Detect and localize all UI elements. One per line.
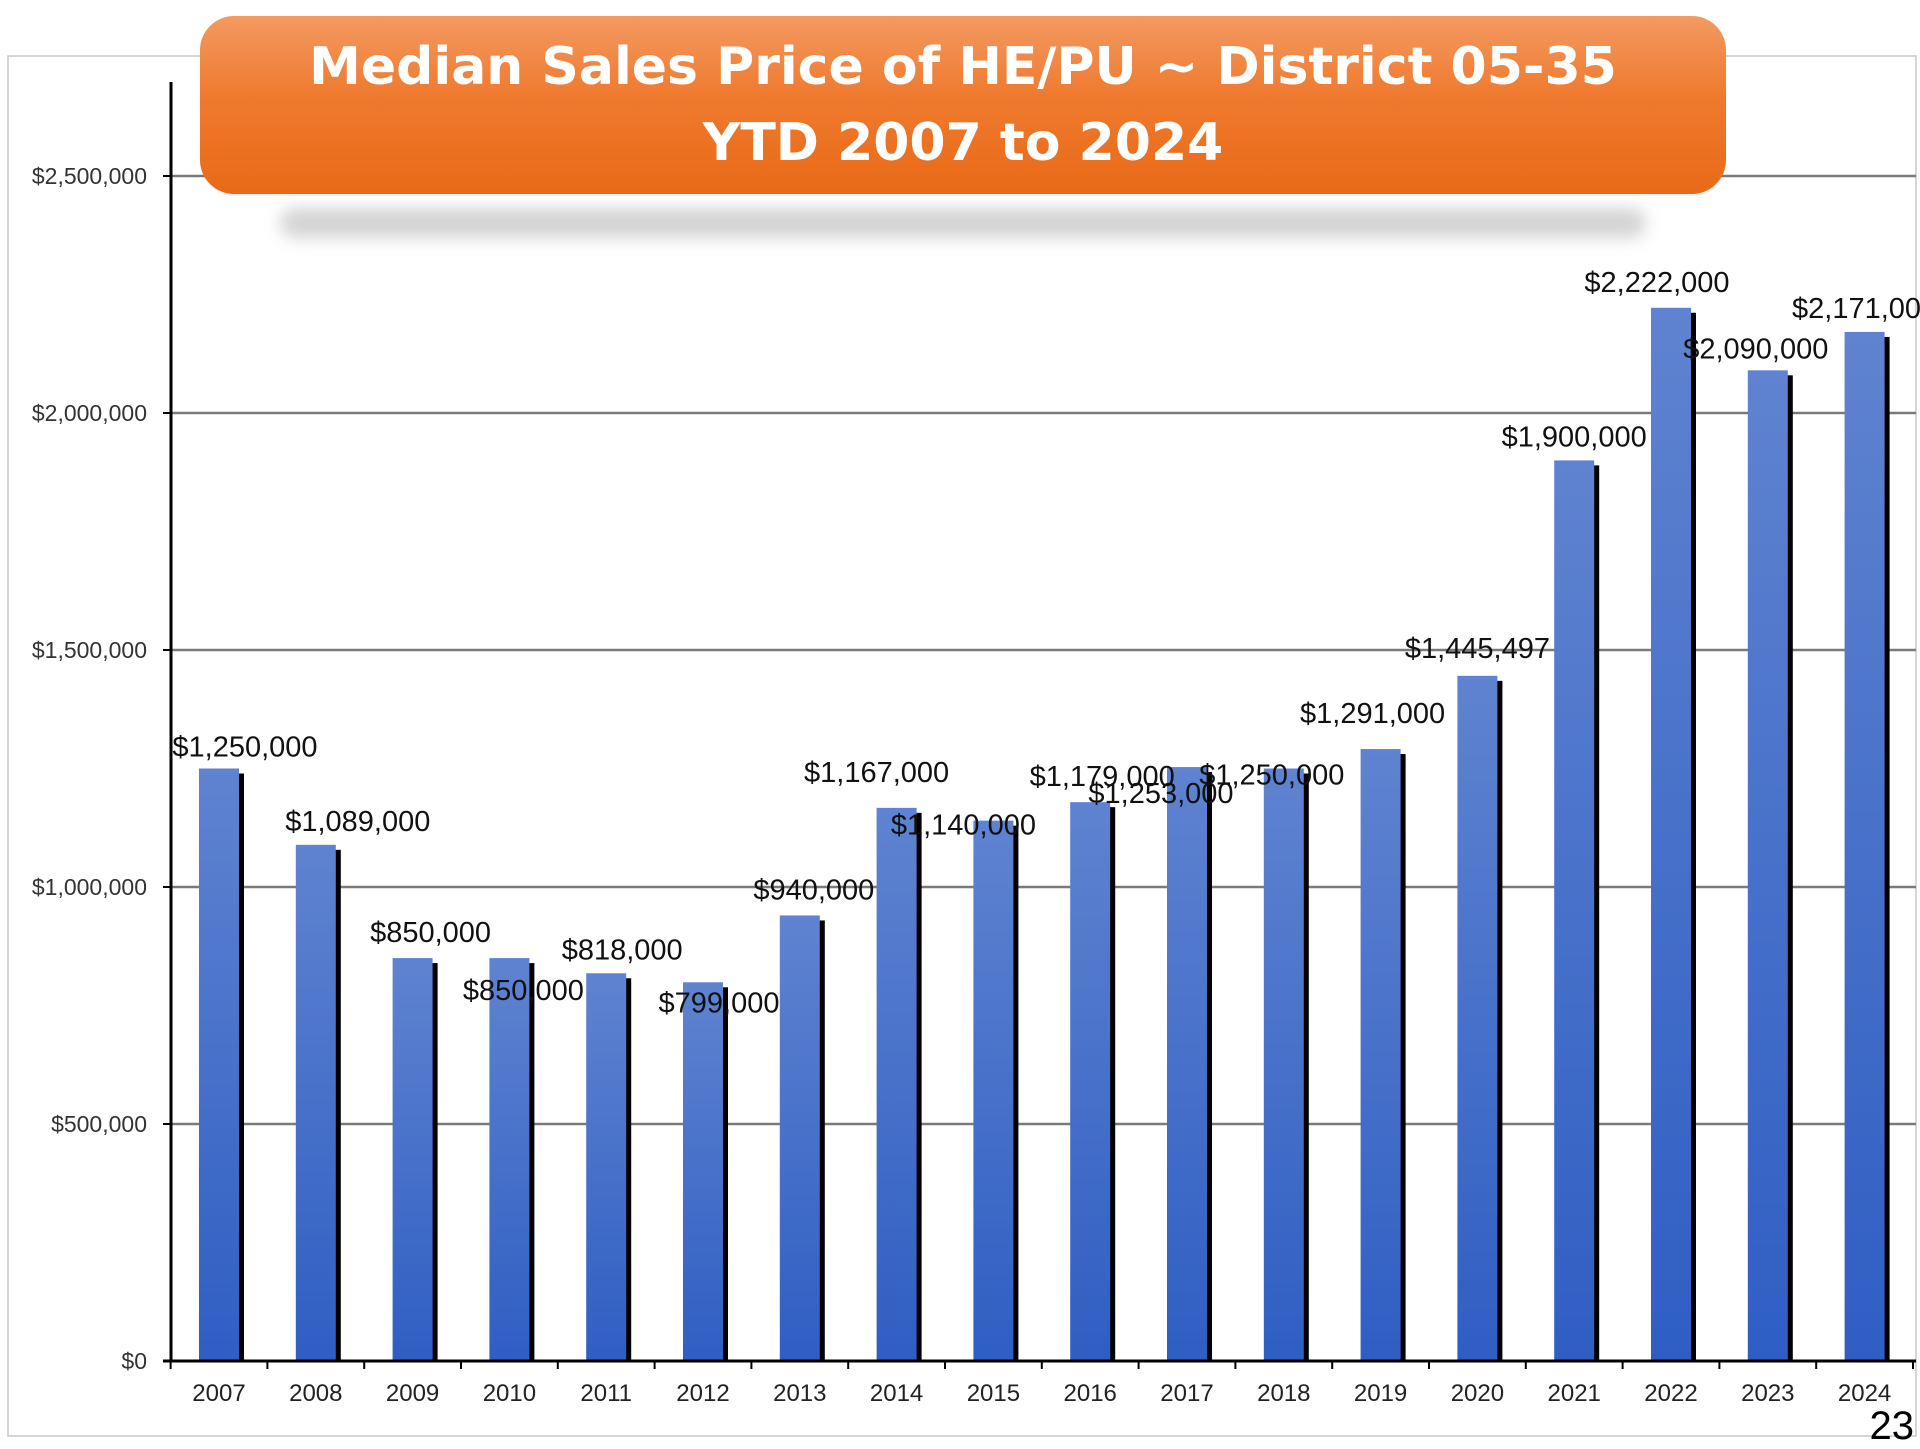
bar-value-label: $2,222,000 [1584,267,1729,299]
bar-2021 [1554,460,1595,1361]
bar-2008 [295,844,336,1361]
axes [163,82,1916,1363]
y-tick-label: $0 [121,1348,147,1374]
x-tick-label: 2018 [1257,1380,1310,1407]
x-tick-label: 2019 [1354,1380,1407,1407]
bar-2018 [1263,768,1304,1361]
x-tick-label: 2023 [1741,1380,1794,1407]
x-tick-label: 2024 [1838,1380,1891,1407]
bar-value-label: $799,000 [659,987,780,1019]
bar-2010 [489,958,530,1361]
bars [199,307,1890,1362]
x-tick-label: 2013 [773,1380,826,1407]
bar-value-label: $2,171,000 [1792,293,1920,325]
y-tick-label: $2,000,000 [32,400,147,426]
x-tick-label: 2009 [386,1380,439,1407]
bar-2016 [1070,802,1111,1361]
bar-value-label: $1,253,000 [1088,778,1233,810]
x-tick-label: 2007 [192,1380,245,1407]
bar-2020 [1457,675,1498,1361]
title-shadow [280,208,1646,238]
bar-value-label: $818,000 [562,934,683,966]
bar-2014 [876,807,917,1361]
bar-value-label: $850,000 [463,975,584,1007]
bar-value-label: $1,179,000 [1030,761,1175,793]
bar-value-labels: $1,250,000 $1,089,000 $850,000 $850,000 $818… [172,267,1920,1020]
chart-title-banner: Median Sales Price of HE/PU ~ District 0… [200,16,1726,194]
y-tick-label: $1,500,000 [32,637,147,663]
x-axis-tick-labels: 2007 2008 2009 2010 2011 2012 2013 2014 2015 2016… [169,1361,1914,1407]
bar-value-label: $940,000 [753,874,874,906]
bar-2007 [199,768,239,1361]
x-tick-label: 2020 [1451,1380,1504,1407]
bar-value-label: $1,250,000 [172,732,317,764]
bar-value-label: $850,000 [370,917,491,949]
bar-2015 [973,820,1014,1361]
x-tick-label: 2008 [289,1380,342,1407]
y-tick-label: $1,000,000 [32,874,147,900]
bar-2013 [779,915,820,1361]
chart-title-line-2: YTD 2007 to 2024 [702,113,1224,173]
bar-value-label: $1,089,000 [285,806,430,838]
bar-2022 [1651,307,1691,1362]
bar-2012 [683,982,723,1361]
y-tick-label: $500,000 [51,1111,147,1137]
page-number: 23 [1869,1404,1915,1448]
y-tick-label: $2,500,000 [32,163,147,189]
x-tick-label: 2016 [1064,1380,1117,1407]
bar-2019 [1360,749,1401,1361]
chart-title-line-1: Median Sales Price of HE/PU ~ District 0… [309,37,1617,97]
x-tick-label: 2021 [1548,1380,1601,1407]
x-tick-label: 2014 [870,1380,923,1407]
bar-value-label: $1,445,497 [1405,633,1550,665]
x-tick-label: 2015 [967,1380,1020,1407]
bar-value-label: $1,291,000 [1300,698,1445,730]
bar-value-label: $1,140,000 [891,810,1036,842]
bar-2009 [392,958,433,1361]
bar-2017 [1167,767,1207,1361]
bar-2011 [586,973,627,1361]
x-tick-label: 2010 [483,1380,536,1407]
bar-value-label: $2,090,000 [1683,333,1828,365]
bar-value-label: $1,900,000 [1502,421,1647,453]
bar-value-label: $1,167,000 [804,757,949,789]
bar-2024 [1844,331,1885,1361]
bar-2023 [1747,370,1788,1362]
x-tick-label: 2022 [1644,1380,1697,1407]
bar-value-label: $1,250,000 [1199,760,1344,792]
x-tick-label: 2011 [580,1380,632,1407]
y-axis-tick-labels: $0 $500,000 $1,000,000 $1,500,000 $2,000,000… [32,163,171,1374]
x-tick-label: 2017 [1160,1380,1213,1407]
x-tick-label: 2012 [676,1380,729,1407]
